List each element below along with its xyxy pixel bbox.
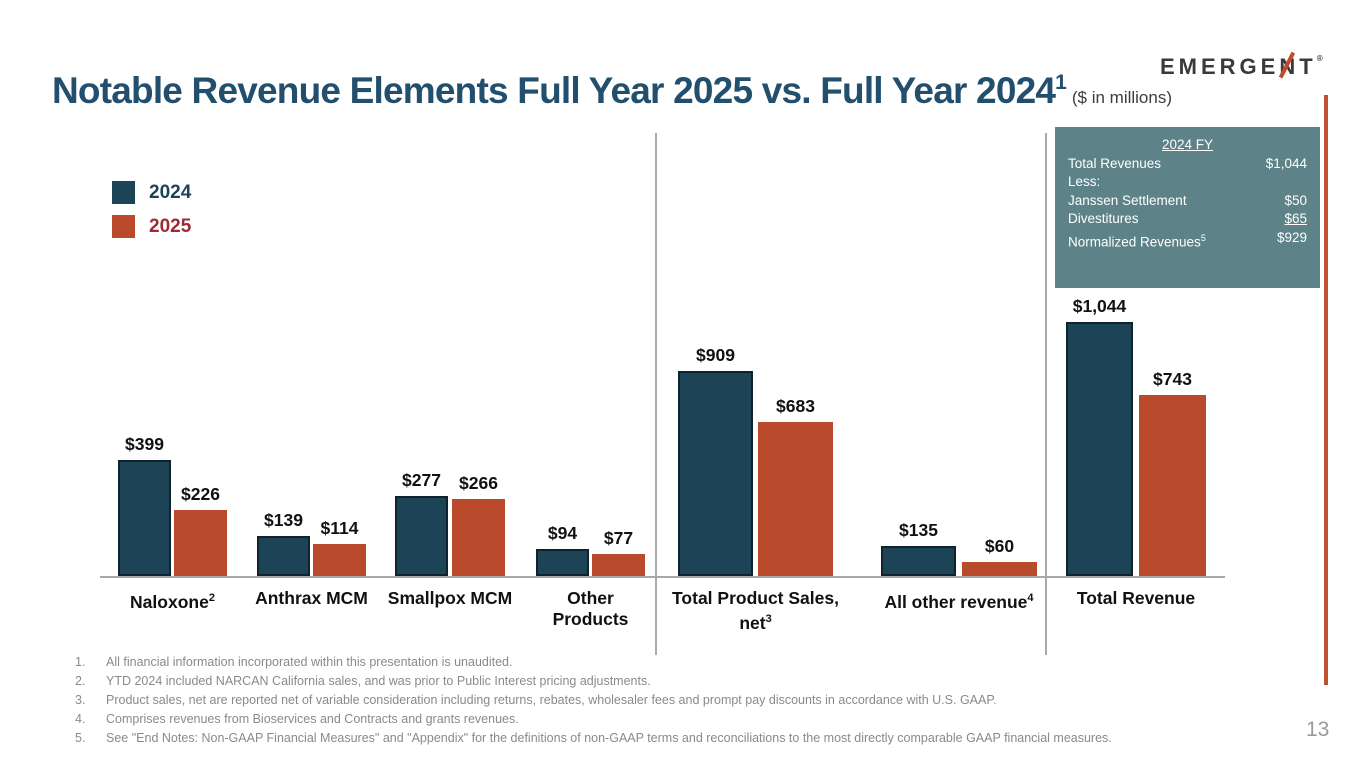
footnote-4: 4. Comprises revenues from Bioservices an… [75, 712, 519, 726]
title-footnote-sup: 1 [1055, 71, 1067, 94]
summary-header: 2024 FY [1161, 137, 1214, 152]
category-label-other-products: Other Products [552, 588, 629, 629]
bar-2024-anthrax-mcm [257, 536, 310, 576]
category-label-all-other-revenue: All other revenue4 [884, 591, 1034, 612]
bar-2025-total-product-sales-net [758, 422, 833, 576]
summary-row-total-revenues: Total Revenues $1,044 [1068, 155, 1307, 171]
legend-swatch-2024 [112, 181, 135, 204]
bar-value-label: $77 [603, 528, 634, 548]
bar-value-label: $135 [899, 520, 938, 540]
summary-row-divestitures: Divestitures $65 [1068, 211, 1307, 226]
accent-line [1324, 95, 1328, 685]
legend-item-2025: 2025 [112, 215, 191, 238]
registered-mark: ® [1316, 54, 1323, 63]
panel-divider-1 [655, 133, 657, 655]
bar-2024-all-other-revenue [881, 546, 956, 576]
bar-2025-naloxone [174, 510, 227, 576]
panel-divider-2 [1045, 133, 1047, 655]
bar-value-label: $94 [547, 523, 578, 543]
logo-letter-n: N [1279, 51, 1299, 80]
category-label-smallpox-mcm: Smallpox MCM [387, 588, 513, 608]
bar-2024-naloxone [118, 460, 171, 576]
legend-item-2024: 2024 [112, 181, 191, 204]
summary-row-janssen: Janssen Settlement $50 [1068, 192, 1307, 208]
page-title: Notable Revenue Elements Full Year 2025 … [52, 70, 1056, 111]
category-label-naloxone: Naloxone2 [130, 591, 215, 612]
footnote-1: 1. All financial information incorporated… [75, 655, 513, 669]
category-label-total-revenue: Total Revenue [1076, 588, 1196, 608]
page-number: 13 [1306, 718, 1330, 741]
footnote-5: 5. See "End Notes: Non-GAAP Financial Mea… [75, 731, 1112, 745]
summary-row-less: Less: [1068, 174, 1101, 189]
bar-2024-smallpox-mcm [395, 496, 448, 576]
bar-value-label: $60 [984, 536, 1015, 556]
footnote-3: 3. Product sales, net are reported net of… [75, 693, 997, 707]
bar-2025-other-products [592, 554, 645, 576]
title-units: ($ in millions) [1071, 88, 1172, 107]
bar-value-label: $266 [459, 473, 498, 493]
bar-2025-anthrax-mcm [313, 544, 366, 576]
bar-value-label: $683 [776, 396, 815, 416]
bar-value-label: $226 [181, 484, 220, 504]
chart-legend: 2024 2025 [112, 181, 191, 249]
logo-text-left: EMERGE [1160, 54, 1280, 79]
bar-value-label: $399 [125, 434, 164, 454]
legend-label-2025: 2025 [149, 215, 192, 237]
bar-2024-other-products [536, 549, 589, 576]
emergent-logo: EMERGEN T® [1160, 51, 1323, 80]
bar-value-label: $277 [402, 470, 441, 490]
footnotes: 1. All financial information incorporated… [75, 653, 1112, 748]
bar-2025-smallpox-mcm [452, 499, 505, 576]
summary-row-normalized: Normalized Revenues5 $929 [1068, 229, 1307, 250]
bar-2024-total-revenue [1066, 322, 1133, 576]
x-axis-line [100, 576, 1225, 578]
bar-value-label: $743 [1153, 369, 1192, 389]
bar-2024-total-product-sales-net [678, 371, 753, 576]
legend-swatch-2025 [112, 215, 135, 238]
category-label-anthrax-mcm: Anthrax MCM [255, 588, 368, 608]
bar-2025-total-revenue [1139, 395, 1206, 576]
title-row: Notable Revenue Elements Full Year 2025 … [52, 70, 1172, 112]
bar-value-label: $114 [320, 518, 359, 538]
summary-footnote-sup: 5 [1200, 232, 1206, 243]
bar-value-label: $139 [264, 510, 303, 530]
bar-2025-all-other-revenue [962, 562, 1037, 576]
logo-text-right: T [1299, 54, 1317, 79]
legend-label-2024: 2024 [149, 181, 192, 203]
footnote-2: 2. YTD 2024 included NARCAN California sa… [75, 674, 651, 688]
fy2024-summary-box: 2024 FY Total Revenues $1,044 Less: Jans… [1055, 127, 1320, 288]
bar-value-label: $1,044 [1072, 296, 1127, 316]
bar-value-label: $909 [696, 345, 735, 365]
category-label-total-product-sales-net: Total Product Sales, net3 [672, 588, 839, 633]
